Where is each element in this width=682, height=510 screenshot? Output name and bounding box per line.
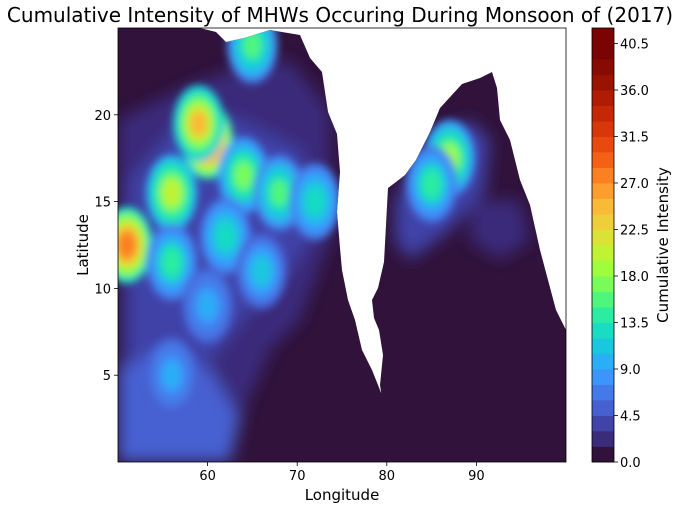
colorbar-tick-label: 4.5 — [620, 410, 641, 425]
colorbar-band — [592, 214, 614, 230]
x-tick-label: 80 — [379, 469, 396, 484]
hotspot-blob — [162, 248, 181, 276]
colorbar-band — [592, 415, 614, 432]
colorbar-band — [592, 74, 614, 91]
colorbar-band — [592, 121, 614, 137]
y-tick-label: 15 — [94, 196, 111, 211]
colorbar-tick-label: 22.5 — [620, 224, 649, 239]
colorbar-tick-label: 36.0 — [620, 84, 649, 99]
colorbar-band — [592, 152, 614, 168]
colorbar-tick-label: 18.0 — [620, 270, 649, 285]
colorbar-band — [592, 384, 614, 401]
colorbar-band — [592, 105, 614, 122]
chart-title: Cumulative Intensity of MHWs Occuring Du… — [7, 3, 673, 27]
y-tick-label: 10 — [94, 282, 111, 297]
colorbar-tick-label: 40.5 — [620, 38, 649, 53]
x-axis-label: Longitude — [305, 486, 380, 504]
x-axis: 60 70 80 90 — [199, 462, 485, 484]
colorbar-band — [592, 307, 614, 323]
plot-frame — [117, 27, 567, 463]
plot-area — [117, 27, 567, 463]
hotspot-blob — [243, 31, 262, 59]
x-tick-label: 60 — [199, 469, 216, 484]
colorbar-label: Cumulative Intensity — [654, 167, 672, 323]
hotspot-blob — [162, 361, 181, 389]
colorbar-band — [592, 291, 614, 308]
colorbar-band — [592, 229, 614, 246]
colorbar-band — [592, 90, 614, 106]
colorbar-tick-label: 13.5 — [620, 317, 649, 332]
y-tick-label: 20 — [94, 109, 111, 124]
y-axis: 5 10 15 20 — [94, 109, 118, 384]
hotspot-blob — [252, 257, 271, 285]
colorbar-band — [592, 136, 614, 153]
hotspot-blob — [198, 292, 217, 320]
colorbar-tick-label: 9.0 — [620, 363, 641, 378]
hotspot-blob — [118, 231, 136, 259]
x-tick-label: 90 — [468, 469, 485, 484]
colorbar-frame — [591, 27, 615, 463]
colorbar-band — [592, 28, 614, 44]
colorbar-band — [592, 167, 614, 184]
colorbar-band — [592, 183, 614, 199]
colorbar-band — [592, 59, 614, 75]
colorbar-band — [592, 400, 614, 416]
colorbar-band — [592, 431, 614, 447]
colorbar: 0.0 4.5 9.0 13.5 18.0 22.5 27.0 31.5 36.0 40.5 Cu… — [591, 27, 672, 471]
colorbar-band — [592, 353, 614, 370]
hotspot-blob — [234, 162, 253, 189]
intensity-cloud-bay-east — [470, 200, 530, 260]
colorbar-band — [592, 43, 614, 60]
x-tick-label: 70 — [289, 469, 306, 484]
colorbar-tick-label: 27.0 — [620, 177, 649, 192]
colorbar-band — [592, 276, 614, 292]
hotspot-blob — [216, 222, 235, 250]
y-tick-label: 5 — [103, 369, 111, 384]
hotspot-blob — [189, 110, 208, 137]
hotspot-blob — [422, 170, 441, 198]
colorbar-band — [592, 338, 614, 354]
colorbar-bands — [592, 28, 614, 463]
colorbar-tick-label: 31.5 — [620, 131, 649, 146]
colorbar-band — [592, 198, 614, 215]
hotspot-blob — [270, 179, 289, 207]
colorbar-band — [592, 446, 614, 463]
hotspot-blob — [306, 188, 325, 216]
colorbar-band — [592, 245, 614, 261]
y-axis-label: Latitude — [74, 214, 92, 276]
colorbar-ticks: 0.0 4.5 9.0 13.5 18.0 22.5 27.0 31.5 36.0 40.5 — [614, 38, 649, 471]
colorbar-band — [592, 369, 614, 385]
colorbar-band — [592, 322, 614, 339]
hotspot-blob — [162, 179, 181, 207]
colorbar-band — [592, 260, 614, 277]
colorbar-tick-label: 0.0 — [620, 456, 641, 471]
